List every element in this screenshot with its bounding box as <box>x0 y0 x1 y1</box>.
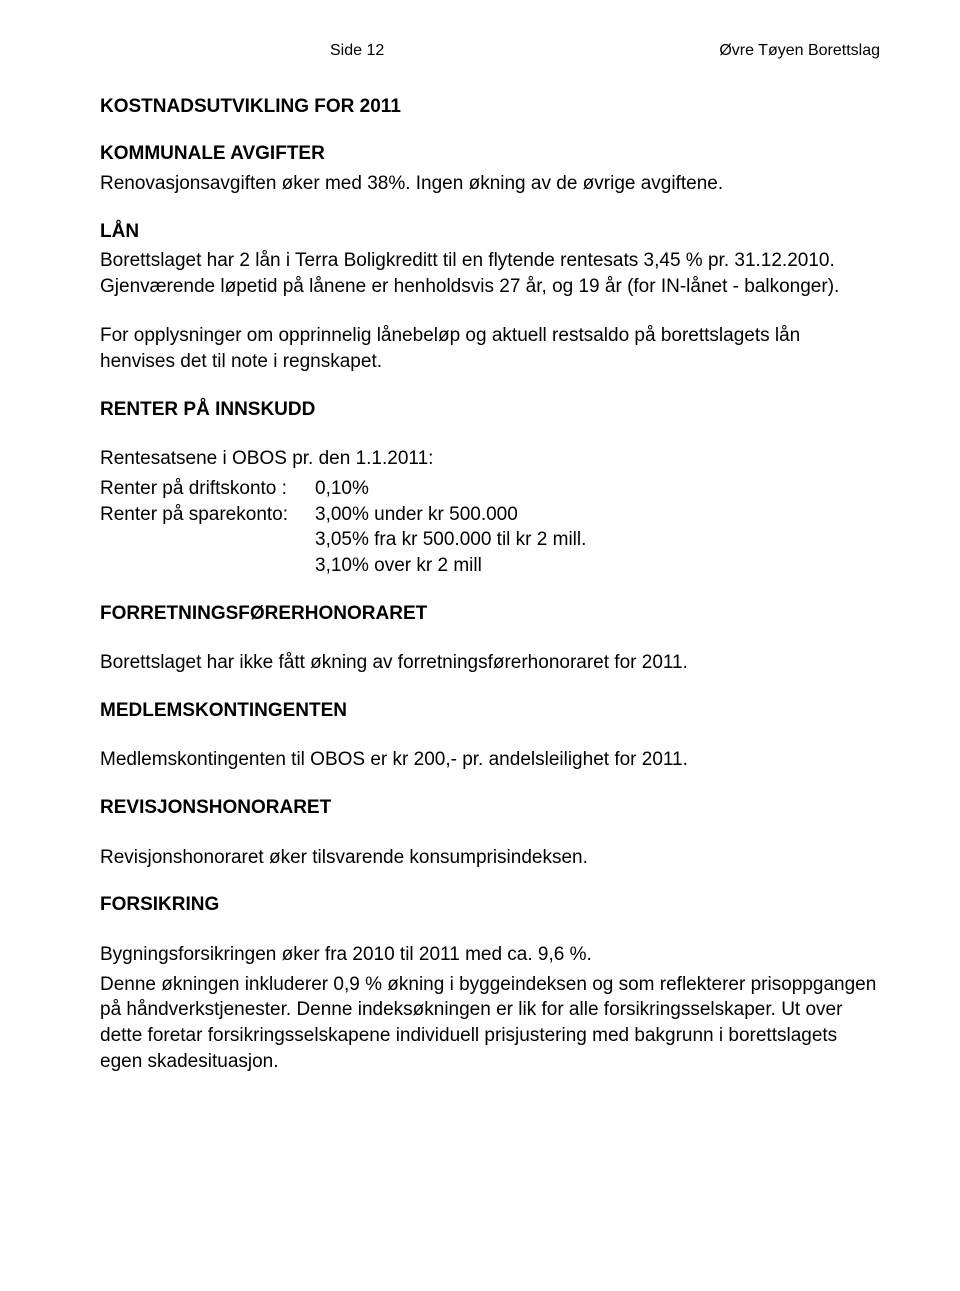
document-title: Øvre Tøyen Borettslag <box>719 40 880 62</box>
heading-lan: LÅN <box>100 219 880 245</box>
rate-row-sparekonto: Renter på sparekonto: 3,00% under kr 500… <box>100 502 880 528</box>
para-medlemskontingenten: Medlemskontingenten til OBOS er kr 200,-… <box>100 747 880 773</box>
para-revisjon: Revisjonshonoraret øker tilsvarende kons… <box>100 845 880 871</box>
rate-label: Renter på sparekonto: <box>100 502 315 528</box>
rate-label: Renter på driftskonto : <box>100 476 315 502</box>
heading-kommunale-avgifter: KOMMUNALE AVGIFTER <box>100 141 880 167</box>
para-renter-intro: Rentesatsene i OBOS pr. den 1.1.2011: <box>100 446 880 472</box>
rate-row-driftskonto: Renter på driftskonto : 0,10% <box>100 476 880 502</box>
rate-extra-1: 3,05% fra kr 500.000 til kr 2 mill. <box>315 527 880 553</box>
page-number: Side 12 <box>330 40 384 62</box>
para-lan-1: Borettslaget har 2 lån i Terra Boligkred… <box>100 248 880 299</box>
rate-value: 0,10% <box>315 476 880 502</box>
heading-medlemskontingenten: MEDLEMSKONTINGENTEN <box>100 698 880 724</box>
heading-renter: RENTER PÅ INNSKUDD <box>100 397 880 423</box>
para-forsikring-1: Bygningsforsikringen øker fra 2010 til 2… <box>100 942 880 968</box>
heading-kostnadsutvikling: KOSTNADSUTVIKLING FOR 2011 <box>100 94 880 120</box>
page-header: Side 12 Øvre Tøyen Borettslag <box>100 40 880 62</box>
heading-revisjon: REVISJONSHONORARET <box>100 795 880 821</box>
heading-forsikring: FORSIKRING <box>100 892 880 918</box>
para-kommunale-avgifter: Renovasjonsavgiften øker med 38%. Ingen … <box>100 171 880 197</box>
rate-extra-2: 3,10% over kr 2 mill <box>315 553 880 579</box>
para-forsikring-2: Denne økningen inkluderer 0,9 % økning i… <box>100 972 880 1075</box>
para-lan-2: For opplysninger om opprinnelig lånebelø… <box>100 323 880 374</box>
para-forretningsforer: Borettslaget har ikke fått økning av for… <box>100 650 880 676</box>
rate-value: 3,00% under kr 500.000 <box>315 502 880 528</box>
heading-forretningsforer: FORRETNINGSFØRERHONORARET <box>100 601 880 627</box>
